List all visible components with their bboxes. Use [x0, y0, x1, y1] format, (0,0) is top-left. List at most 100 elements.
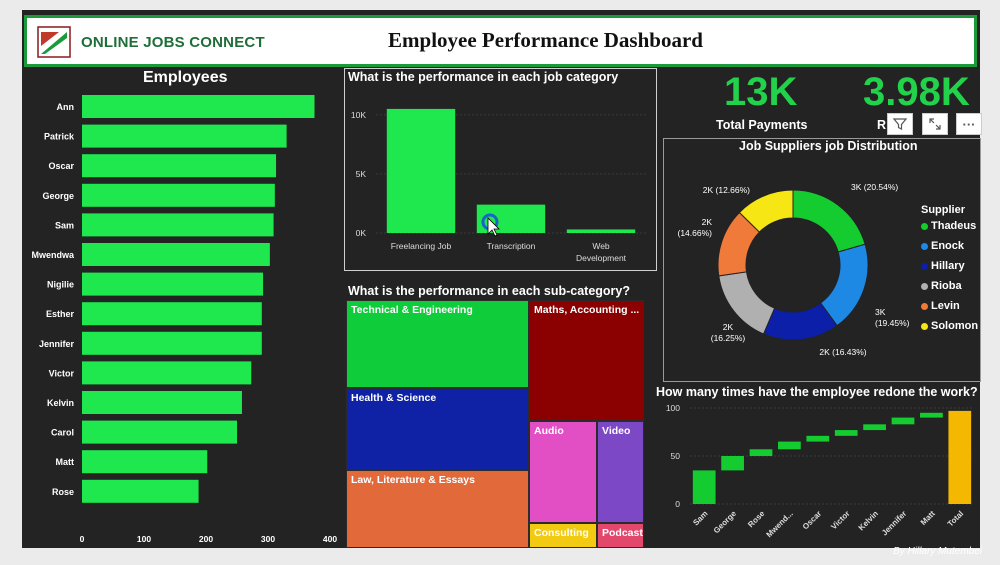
- employee-axis-label: Victor: [49, 368, 75, 378]
- more-options-button[interactable]: ···: [956, 113, 982, 135]
- employee-axis-label: Rose: [52, 487, 74, 497]
- employees-bar-chart[interactable]: Ann Patrick Oscar George Sam Mwendwa Nigilie Es…: [28, 92, 348, 552]
- employee-bar: [82, 479, 199, 503]
- author-credit: By Hillary Mutembei: [893, 546, 982, 557]
- donut-panel[interactable]: [663, 138, 981, 382]
- subcategory-treemap[interactable]: Technical & Engineering Health & Science L…: [346, 300, 644, 548]
- waterfall-y-tick: 50: [671, 451, 681, 461]
- treemap-cell[interactable]: Video: [597, 421, 644, 523]
- waterfall-bar: [806, 435, 830, 442]
- legend-dot-icon: [921, 242, 928, 250]
- filter-button[interactable]: [887, 113, 913, 135]
- legend-item[interactable]: Rioba: [921, 280, 962, 292]
- waterfall-bar: [920, 412, 943, 418]
- total-payments-value: 13K: [724, 70, 798, 114]
- waterfall-y-tick: 0: [675, 499, 680, 509]
- legend-item[interactable]: Levin: [921, 300, 960, 312]
- employee-x-tick: 100: [137, 534, 151, 544]
- waterfall-bar: [721, 456, 744, 471]
- employee-axis-label: Sam: [55, 220, 74, 230]
- employee-axis-label: Jennifer: [39, 339, 75, 349]
- job-x-label: Development: [576, 253, 627, 263]
- donut-data-label: (19.45%): [875, 318, 910, 328]
- job-category-bar: [566, 229, 636, 233]
- waterfall-x-label: George: [712, 509, 739, 536]
- employee-bar: [82, 183, 275, 207]
- treemap-cell[interactable]: Consulting: [529, 523, 597, 548]
- legend-item[interactable]: Solomon: [921, 320, 978, 332]
- donut-data-label: 3K: [875, 307, 886, 317]
- donut-data-label: 3K (20.54%): [851, 182, 898, 192]
- legend-item[interactable]: Thadeus: [921, 220, 976, 232]
- waterfall-y-tick: 100: [666, 403, 680, 413]
- legend-label: Hillary: [931, 260, 965, 272]
- treemap-cell[interactable]: Technical & Engineering: [346, 300, 529, 388]
- legend-label: Levin: [931, 300, 960, 312]
- job-category-title: What is the performance in each job cate…: [348, 70, 619, 84]
- job-category-panel: [344, 68, 657, 271]
- donut-slice: [792, 189, 866, 253]
- supplier-donut-chart[interactable]: 3K (20.54%) 3K(19.45%) 2K (16.43%) 2K (16.25…: [665, 155, 915, 380]
- focus-mode-button[interactable]: [922, 113, 948, 135]
- employee-x-tick: 0: [80, 534, 85, 544]
- employee-bar: [82, 154, 277, 178]
- job-category-bar: [386, 108, 456, 233]
- employee-axis-label: Oscar: [48, 161, 74, 171]
- donut-data-label: (14.66%): [678, 228, 713, 238]
- employee-axis-label: Esther: [46, 309, 75, 319]
- employee-bar: [82, 272, 264, 296]
- mouse-pointer-icon: [487, 217, 500, 237]
- donut-data-label: 2K: [702, 217, 713, 227]
- donut-data-label: 2K (16.43%): [819, 347, 866, 357]
- treemap-cell[interactable]: Maths, Accounting ...: [529, 300, 644, 421]
- legend-dot-icon: [921, 282, 928, 290]
- legend-item[interactable]: Enock: [921, 240, 964, 252]
- legend-label: Enock: [931, 240, 965, 252]
- treemap-cell[interactable]: Health & Science: [346, 388, 529, 470]
- employee-bar: [82, 124, 287, 148]
- donut-data-label: (16.25%): [711, 333, 746, 343]
- brand-name: ONLINE JOBS CONNECT: [81, 34, 265, 51]
- waterfall-x-label: Total: [946, 509, 965, 528]
- donut-title: Job Suppliers job Distribution: [739, 139, 918, 153]
- job-x-label: Freelancing Job: [391, 241, 452, 251]
- waterfall-bar: [692, 470, 716, 504]
- employee-axis-label: Patrick: [44, 132, 75, 142]
- waterfall-bar: [948, 410, 972, 504]
- waterfall-x-label: Kelvin: [857, 509, 880, 532]
- job-y-tick: 5K: [356, 169, 367, 179]
- waterfall-bar: [778, 441, 801, 450]
- employee-bar: [82, 95, 315, 118]
- legend-title: Supplier: [921, 204, 966, 216]
- treemap-cell[interactable]: Audio: [529, 421, 597, 523]
- legend-label: Rioba: [931, 280, 962, 292]
- employee-axis-label: Ann: [57, 102, 75, 112]
- filter-icon: [893, 118, 907, 130]
- employee-bar: [82, 361, 252, 385]
- donut-data-label: 2K (12.66%): [703, 185, 750, 195]
- subcategory-title: What is the performance in each sub-cate…: [348, 284, 631, 298]
- legend-label: Thadeus: [931, 220, 977, 232]
- employee-bar: [82, 450, 208, 474]
- legend-label: Solomon: [931, 320, 979, 332]
- employee-axis-label: Matt: [56, 457, 75, 467]
- treemap-cell[interactable]: Law, Literature & Essays: [346, 470, 529, 548]
- employee-x-tick: 200: [199, 534, 213, 544]
- online-jobs-logo-icon: [37, 26, 71, 58]
- waterfall-bar: [891, 417, 915, 425]
- second-kpi-label: R: [877, 118, 887, 132]
- legend-dot-icon: [921, 262, 928, 270]
- employee-axis-label: George: [42, 191, 74, 201]
- legend-dot-icon: [921, 222, 928, 230]
- treemap-cell[interactable]: Podcast: [597, 523, 644, 548]
- legend-item[interactable]: Hillary: [921, 260, 965, 272]
- waterfall-x-label: Oscar: [801, 509, 823, 531]
- job-y-tick: 0K: [356, 228, 367, 238]
- dashboard-header: ONLINE JOBS CONNECT Employee Performance…: [24, 15, 977, 67]
- job-category-bar-chart[interactable]: 0K 5K 10K Freelancing Job Transcription Web De…: [346, 88, 654, 268]
- legend-dot-icon: [921, 302, 928, 310]
- waterfall-x-label: Jennifer: [880, 509, 908, 537]
- employee-bar: [82, 391, 242, 414]
- job-y-tick: 10K: [351, 110, 366, 120]
